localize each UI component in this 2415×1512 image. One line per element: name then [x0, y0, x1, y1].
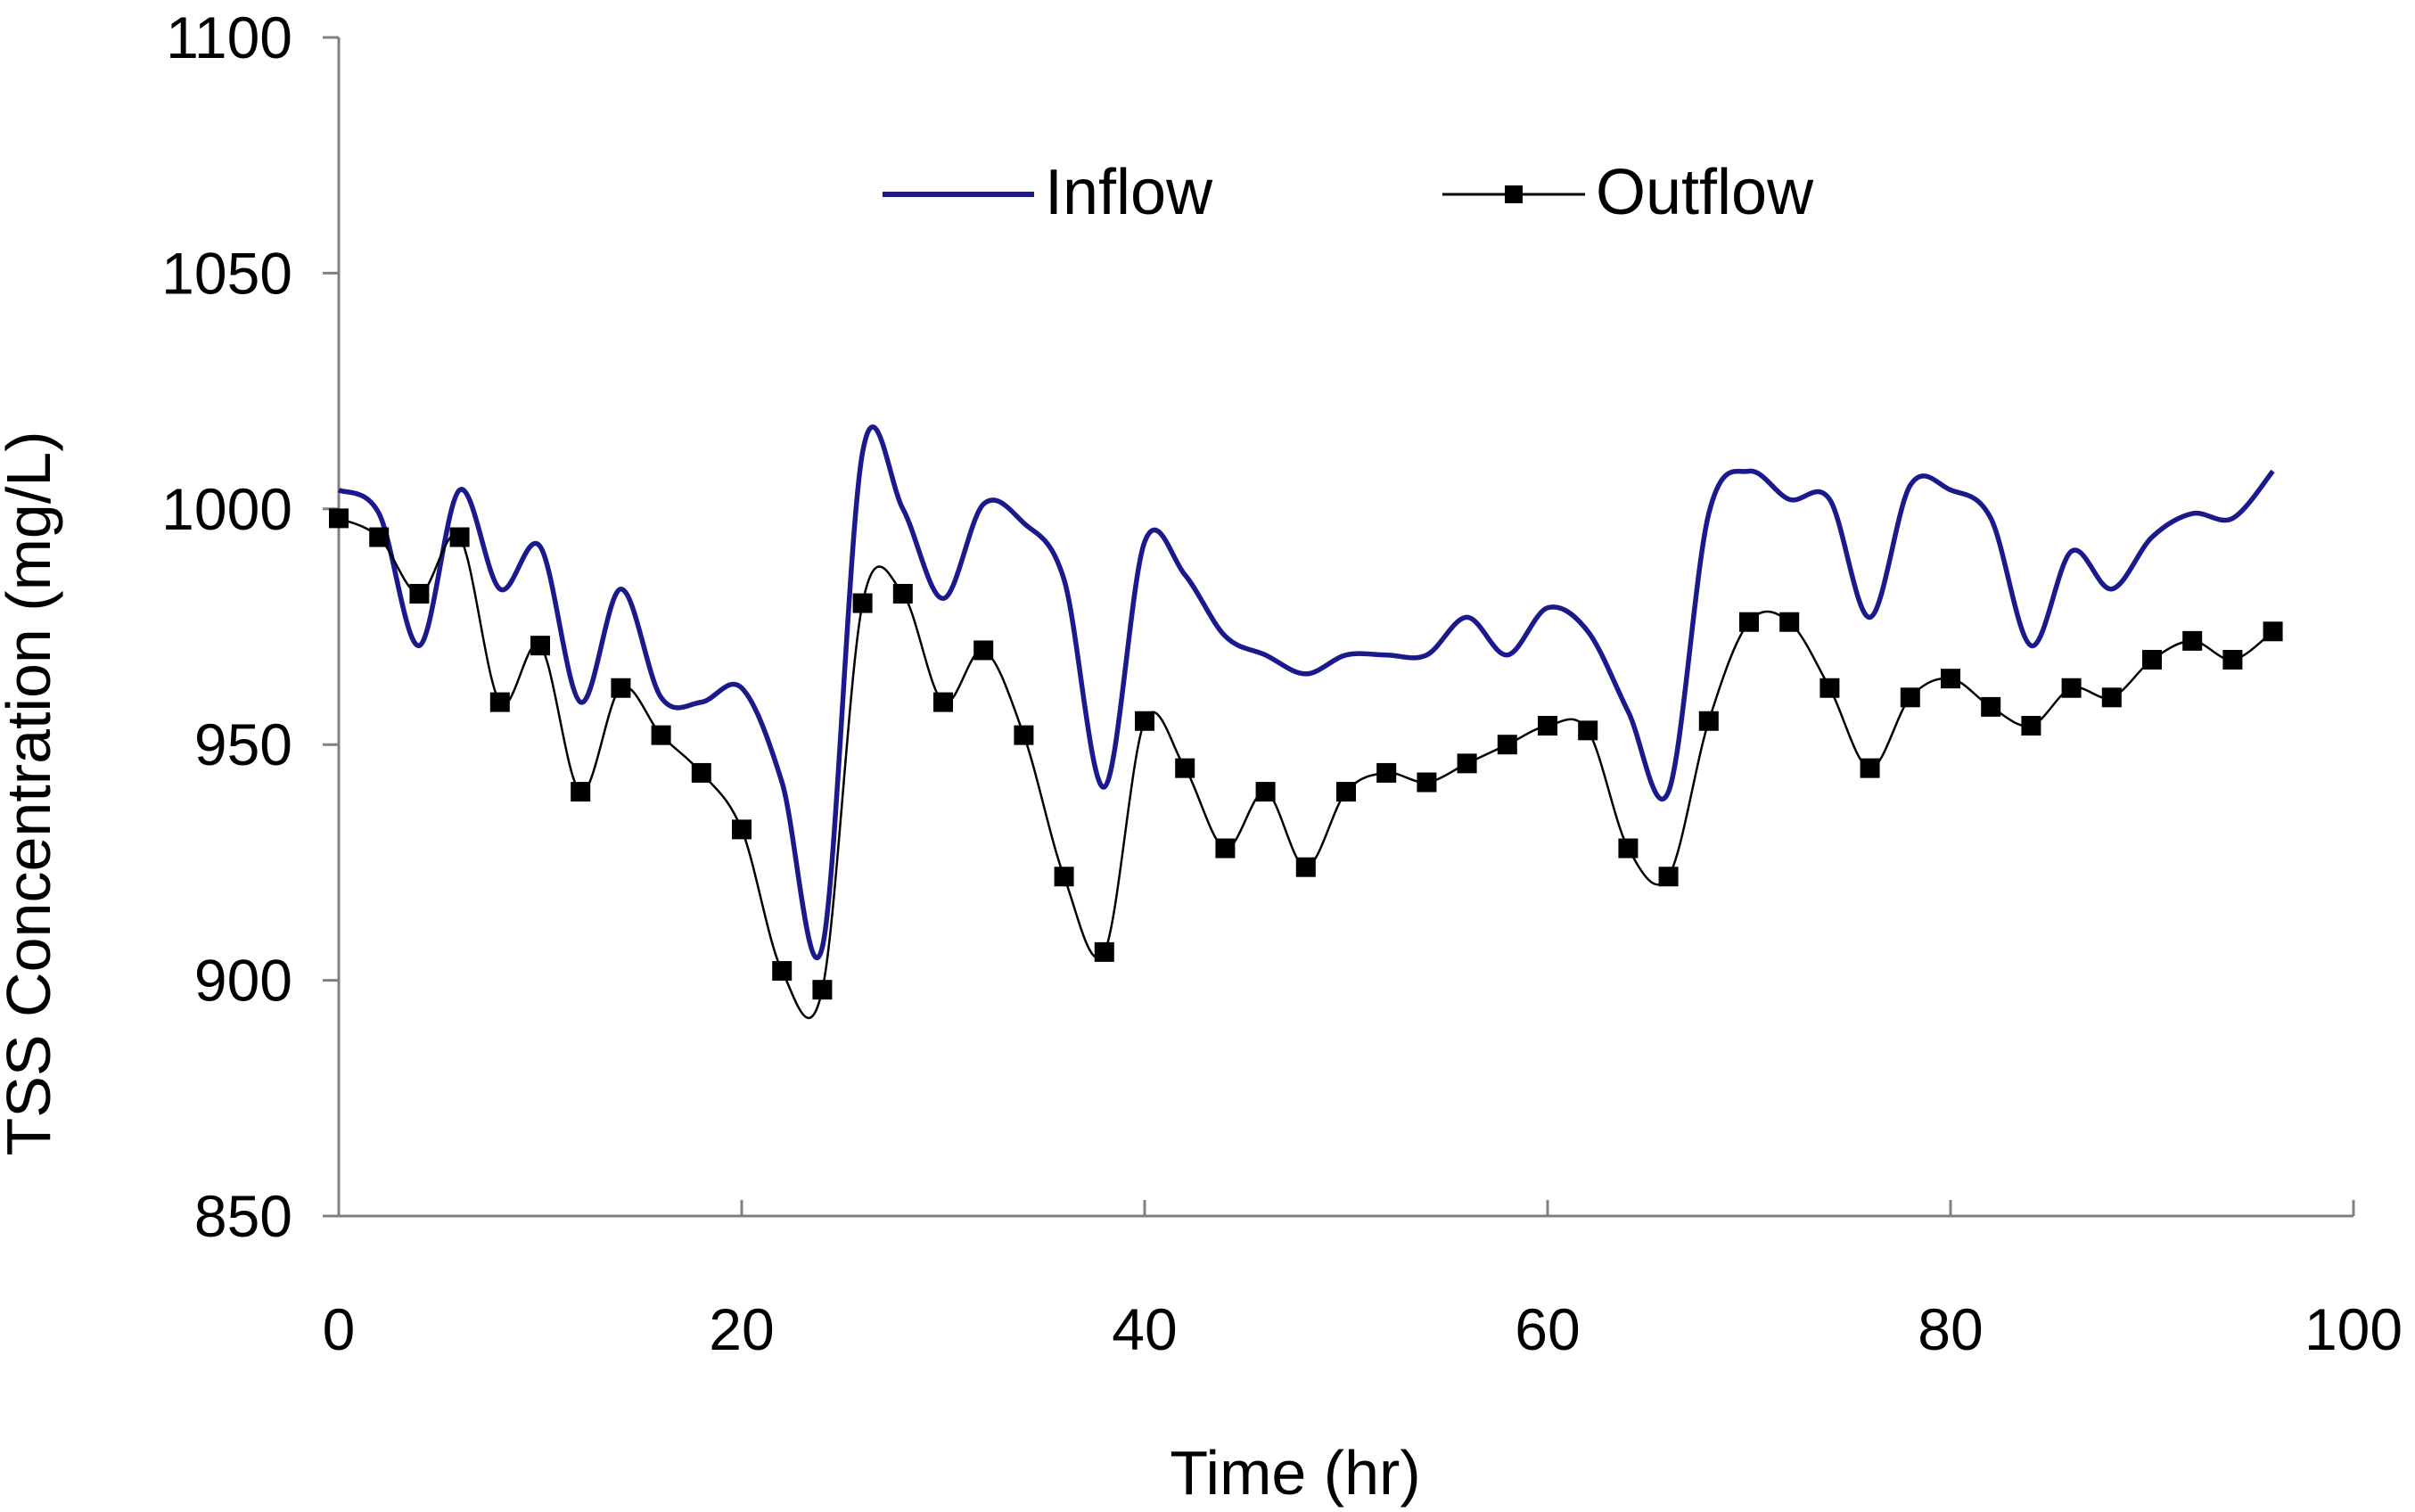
data-point-outflow: [1658, 867, 1679, 887]
data-point-outflow: [1417, 772, 1437, 793]
y-tick-label: 950: [194, 711, 292, 777]
data-point-outflow: [1941, 669, 1960, 689]
data-point-outflow: [2061, 678, 2082, 698]
y-tick-label: 1050: [161, 240, 292, 306]
x-tick-label: 60: [1515, 1296, 1580, 1362]
x-tick-label: 20: [709, 1296, 774, 1362]
legend-outflow-marker: [1505, 185, 1523, 203]
x-tick-label: 0: [323, 1296, 356, 1362]
data-point-outflow: [732, 819, 752, 840]
data-point-outflow: [933, 692, 953, 712]
x-axis-title: Time (hr): [1170, 1438, 1420, 1508]
y-axis-title: TSS Concentration (mg/L): [0, 431, 63, 1155]
data-point-outflow: [1135, 711, 1154, 731]
data-point-outflow: [812, 980, 833, 1000]
data-point-outflow: [2021, 716, 2041, 736]
data-point-outflow: [1094, 941, 1114, 962]
data-point-outflow: [1175, 758, 1195, 778]
legend-inflow-label: Inflow: [1045, 157, 1213, 228]
x-tick-label: 100: [2304, 1296, 2403, 1362]
series-outflow: [329, 508, 2283, 1019]
data-point-outflow: [1779, 612, 1800, 632]
y-tick-label: 1100: [166, 4, 292, 70]
y-tick-label: 900: [194, 948, 292, 1014]
data-point-outflow: [1497, 735, 1517, 755]
axes: [323, 36, 2355, 1218]
series-inflow: [337, 424, 2275, 960]
data-point-outflow: [1618, 838, 1639, 859]
data-point-outflow: [1981, 696, 2001, 717]
data-point-outflow: [571, 782, 591, 802]
data-point-outflow: [369, 527, 390, 547]
data-point-outflow: [1698, 711, 1719, 731]
data-point-outflow: [1578, 720, 1598, 741]
legend-outflow-label: Outflow: [1596, 157, 1814, 228]
y-tick-label: 850: [194, 1183, 292, 1249]
data-point-outflow: [1255, 782, 1276, 802]
data-point-outflow: [772, 961, 793, 982]
data-point-outflow: [1457, 753, 1477, 774]
data-point-outflow: [1376, 762, 1397, 783]
legend: Inflow Outflow: [883, 157, 1814, 228]
data-point-outflow: [1295, 857, 1316, 877]
data-point-outflow: [530, 636, 550, 656]
data-point-outflow: [1538, 716, 1557, 736]
data-point-outflow: [2263, 621, 2283, 642]
data-point-outflow: [1054, 867, 1074, 887]
data-point-outflow: [973, 640, 994, 661]
data-point-outflow: [329, 508, 349, 529]
x-tick-label: 80: [1918, 1296, 1983, 1362]
data-point-outflow: [1860, 758, 1880, 778]
x-tick-label: 40: [1112, 1296, 1177, 1362]
data-point-outflow: [2142, 650, 2162, 670]
data-point-outflow: [852, 593, 873, 613]
data-point-outflow: [1215, 838, 1236, 859]
data-point-outflow: [1739, 612, 1759, 632]
data-point-outflow: [1014, 725, 1034, 745]
data-point-outflow: [2101, 687, 2122, 708]
data-point-outflow: [611, 678, 631, 698]
data-point-outflow: [892, 583, 913, 604]
data-point-outflow: [409, 583, 430, 604]
y-tick-labels: 850 900 950 1000 1050 1100: [161, 4, 292, 1249]
series-line-inflow: [337, 424, 2275, 960]
data-point-outflow: [449, 527, 470, 547]
data-point-outflow: [1336, 782, 1356, 802]
data-point-outflow: [651, 725, 671, 745]
data-point-outflow: [691, 762, 711, 783]
data-point-outflow: [1900, 687, 1920, 708]
y-tick-label: 1000: [161, 476, 292, 542]
series-layer: [329, 424, 2283, 1019]
data-point-outflow: [2222, 650, 2243, 670]
data-point-outflow: [2182, 630, 2203, 651]
data-point-outflow: [489, 692, 510, 712]
x-tick-labels: 0 20 40 60 80 100: [323, 1296, 2403, 1362]
data-point-outflow: [1819, 678, 1840, 698]
